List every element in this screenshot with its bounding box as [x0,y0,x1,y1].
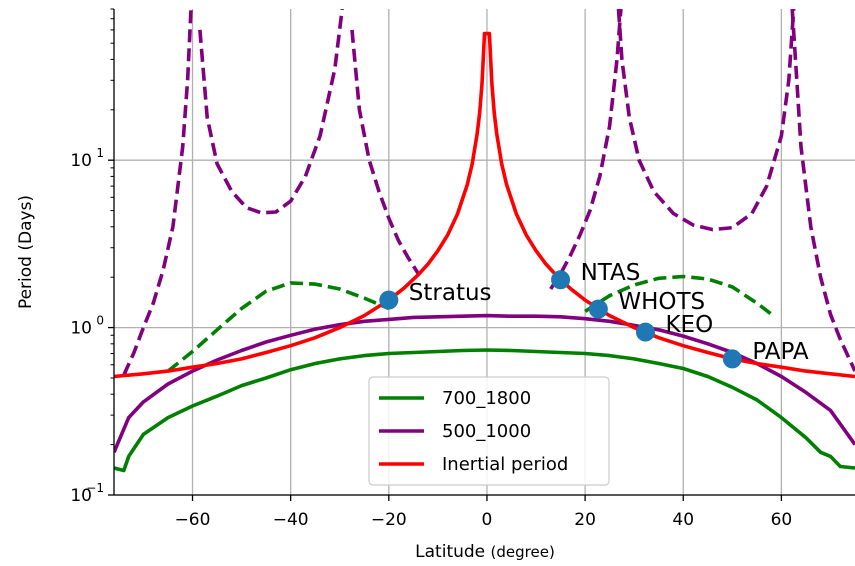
legend: 700_1800 500_1000 Inertial period [368,376,610,486]
x-tick-label-0: −60 [175,510,211,530]
station-label-3: KEO [665,312,713,338]
station-marker-4 [722,349,742,369]
series-line-7 [549,9,623,290]
y-tick-exponent-0: −1 [86,481,104,495]
legend-box [368,376,610,486]
series-line-2 [584,274,773,316]
x-tick-label-3: 0 [482,510,493,530]
station-label-1: NTAS [581,260,641,286]
station-marker-1 [551,270,571,290]
y-tick-exponent-1: 0 [96,314,104,328]
station-label-0: Stratus [409,280,492,306]
series-line-9 [790,9,855,372]
x-tick-label-1: −40 [273,510,309,530]
series-line-5 [198,9,344,215]
legend-label-2: Inertial period [442,454,568,475]
series-lines [114,9,855,473]
x-tick-label-4: 20 [574,510,596,530]
station-marker-2 [588,299,608,319]
y-tick-label-0: 10 [70,486,92,506]
series-line-10 [114,31,855,379]
station-label-4: PAPA [752,339,809,365]
station-label-2: WHOTS [618,289,705,315]
x-tick-label-2: −20 [371,510,407,530]
y-tick-label-2: 10 [70,151,92,171]
station-marker-0 [379,290,399,310]
series-line-1 [166,281,390,373]
x-tick-label-5: 40 [672,510,694,530]
y-axis-label: Period (Days) [16,195,36,309]
station-marker-3 [635,322,655,342]
series-line-8 [616,9,796,232]
x-tick-label-6: 60 [771,510,793,530]
y-tick-exponent-2: 1 [96,146,104,160]
legend-label-1: 500_1000 [442,421,531,442]
x-axis-label: Latitude (degree) [415,542,555,562]
series-line-0 [114,348,855,473]
series-line-6 [350,29,420,275]
legend-label-0: 700_1800 [442,388,531,409]
y-tick-label-1: 10 [70,319,92,339]
